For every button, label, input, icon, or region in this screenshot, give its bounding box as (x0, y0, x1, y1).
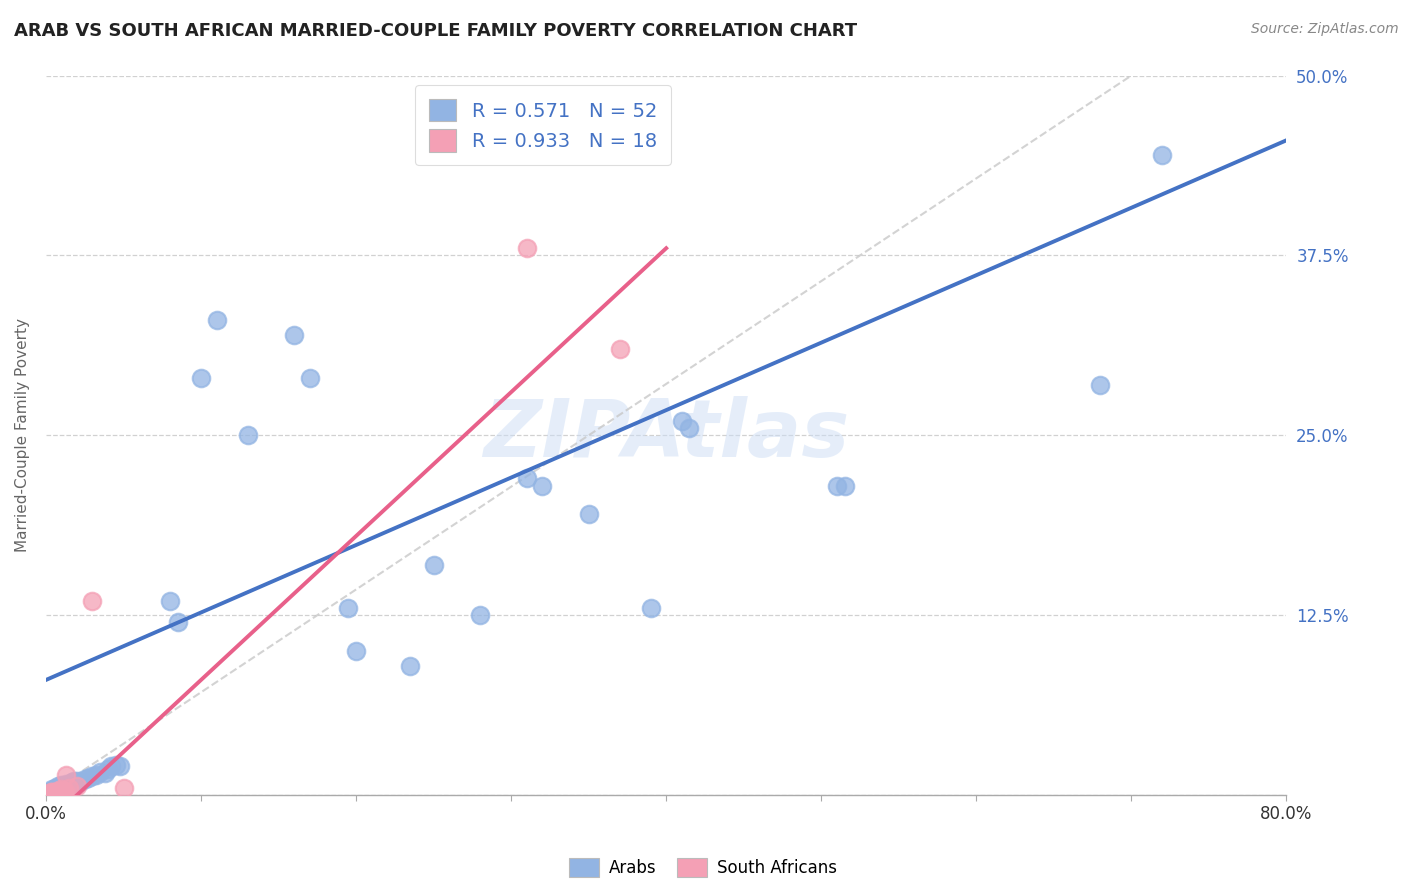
Point (166, 615, 188, 630)
Point (52, 783, 75, 797)
Point (56, 780, 79, 794)
Point (205, 313, 228, 327)
Point (38, 785, 60, 799)
Point (55, 768, 77, 782)
Point (640, 601, 662, 615)
Point (42, 783, 65, 797)
Point (337, 601, 360, 615)
Point (60, 775, 83, 789)
Point (41, 782, 63, 797)
Point (69, 775, 91, 789)
Point (51, 782, 73, 797)
Point (66, 780, 89, 794)
Legend: Arabs, South Africans: Arabs, South Africans (562, 851, 844, 884)
Legend: R = 0.571   N = 52, R = 0.933   N = 18: R = 0.571 N = 52, R = 0.933 N = 18 (415, 86, 671, 165)
Point (82, 769, 104, 783)
Point (63, 773, 86, 788)
Point (73, 772, 96, 787)
Point (41, 785, 63, 799)
Point (59, 778, 82, 792)
Point (283, 327, 305, 342)
Point (531, 478, 554, 492)
Point (190, 370, 212, 384)
Point (39, 785, 62, 799)
Point (516, 241, 538, 255)
Point (51, 778, 73, 792)
Point (1090, 378, 1112, 392)
Point (52, 780, 75, 795)
Point (422, 558, 444, 572)
Point (678, 421, 700, 435)
Point (48, 780, 70, 794)
Point (94, 766, 117, 780)
Point (44, 785, 66, 799)
Point (45, 783, 67, 797)
Point (468, 608, 491, 623)
Point (112, 780, 135, 795)
Text: ARAB VS SOUTH AFRICAN MARRIED-COUPLE FAMILY POVERTY CORRELATION CHART: ARAB VS SOUTH AFRICAN MARRIED-COUPLE FAM… (14, 22, 858, 40)
Point (825, 478, 848, 492)
Point (48, 785, 70, 799)
Point (58, 776, 80, 790)
Point (1152, 147, 1174, 161)
Point (39, 783, 62, 797)
Point (399, 658, 422, 673)
Point (44, 780, 66, 795)
Point (100, 759, 122, 773)
Point (53, 783, 76, 797)
Point (344, 644, 367, 658)
Point (45, 782, 67, 797)
Point (159, 594, 181, 608)
Point (55, 776, 77, 790)
Point (84, 768, 107, 782)
Point (89, 765, 111, 780)
Point (58, 780, 80, 795)
Point (516, 471, 538, 485)
Point (42, 787, 65, 801)
Point (236, 428, 259, 442)
Point (97, 762, 120, 776)
Point (65, 776, 87, 790)
Point (49, 783, 72, 797)
Point (298, 370, 321, 384)
Point (834, 478, 856, 492)
Point (578, 508, 600, 522)
Point (104, 757, 127, 772)
Point (38, 787, 60, 801)
Point (66, 773, 89, 788)
Point (82, 594, 104, 608)
Point (671, 414, 693, 428)
Point (609, 342, 631, 356)
Point (76, 771, 98, 785)
Text: ZIPAtlas: ZIPAtlas (484, 396, 849, 475)
Point (49, 780, 72, 795)
Point (53, 780, 76, 794)
Point (110, 759, 132, 773)
Text: Source: ZipAtlas.com: Source: ZipAtlas.com (1251, 22, 1399, 37)
Y-axis label: Married-Couple Family Poverty: Married-Couple Family Poverty (15, 318, 30, 552)
